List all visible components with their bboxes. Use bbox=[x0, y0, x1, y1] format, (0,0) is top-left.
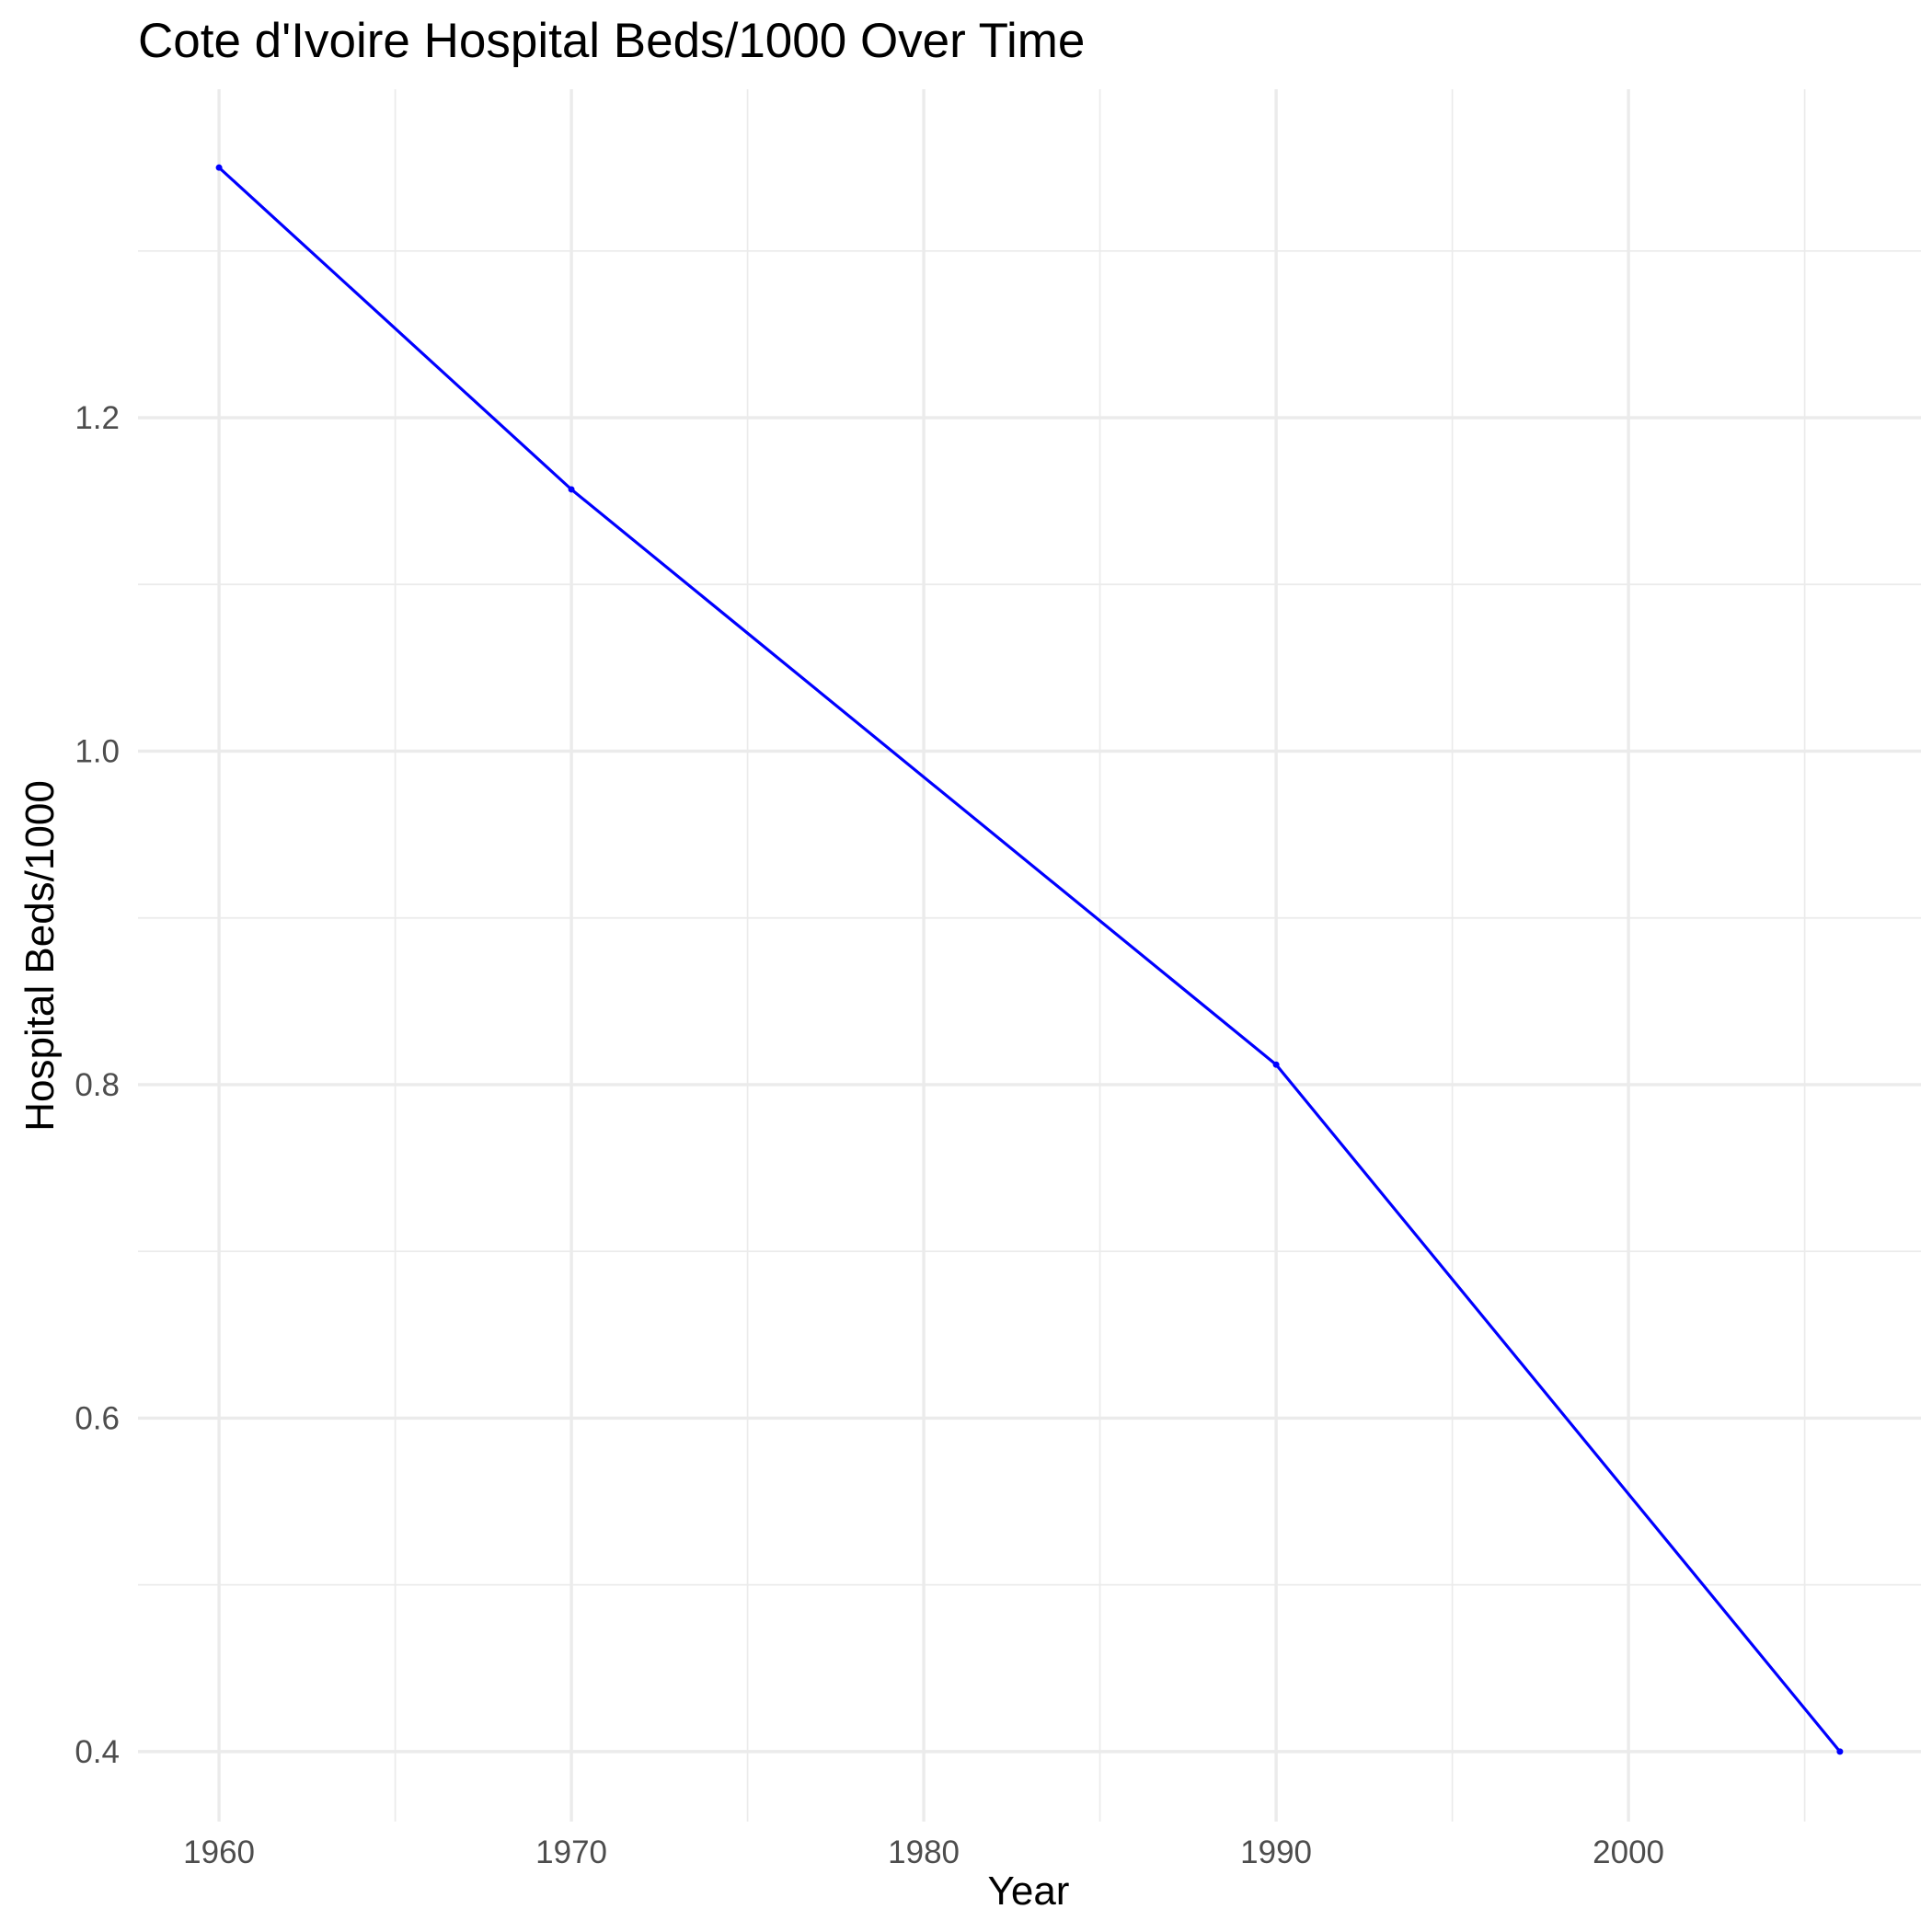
x-axis-tick-labels: 1960 1970 1980 1990 2000 bbox=[183, 1834, 1664, 1870]
series-group bbox=[215, 164, 1844, 1755]
x-tick-label: 1960 bbox=[183, 1834, 255, 1870]
x-tick-label: 1980 bbox=[888, 1834, 960, 1870]
data-point bbox=[1836, 1748, 1844, 1755]
y-tick-label: 1.0 bbox=[75, 733, 120, 769]
data-point bbox=[215, 164, 223, 171]
y-tick-label: 0.6 bbox=[75, 1400, 120, 1436]
series-line bbox=[217, 166, 1842, 1754]
data-point bbox=[568, 486, 575, 493]
y-axis-tick-labels: 0.4 0.6 0.8 1.0 1.2 bbox=[75, 400, 120, 1770]
data-point bbox=[1272, 1061, 1280, 1068]
chart-title: Cote d'Ivoire Hospital Beds/1000 Over Ti… bbox=[138, 14, 1085, 68]
grid-lines bbox=[138, 89, 1921, 1822]
x-tick-label: 1990 bbox=[1240, 1834, 1312, 1870]
x-tick-label: 1970 bbox=[535, 1834, 607, 1870]
x-axis-title: Year bbox=[988, 1869, 1070, 1914]
y-tick-label: 0.4 bbox=[75, 1734, 120, 1770]
y-tick-label: 0.8 bbox=[75, 1067, 120, 1103]
x-tick-label: 2000 bbox=[1593, 1834, 1664, 1870]
y-axis-title: Hospital Beds/1000 bbox=[17, 780, 63, 1132]
y-tick-label: 1.2 bbox=[75, 400, 120, 436]
